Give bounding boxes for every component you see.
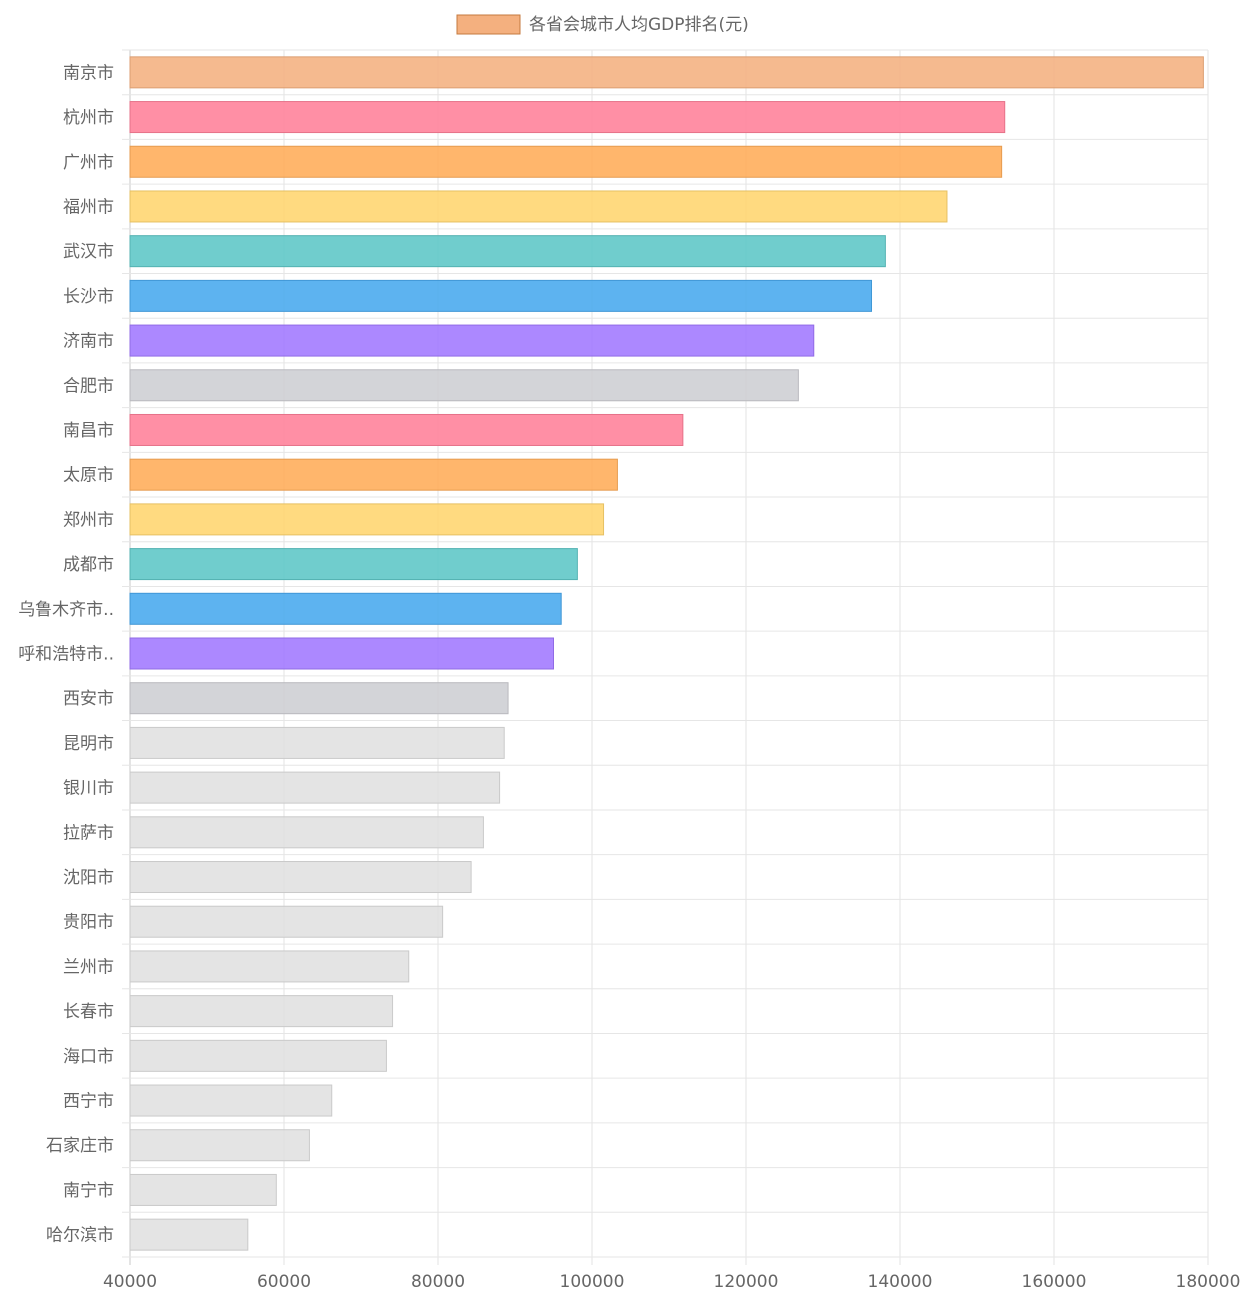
x-tick-label: 120000 xyxy=(714,1272,779,1292)
bar[interactable] xyxy=(129,682,509,715)
y-tick-label: 西宁市 xyxy=(63,1092,114,1112)
bar[interactable] xyxy=(129,458,618,491)
bar[interactable] xyxy=(129,861,472,894)
y-tick-label: 长沙市 xyxy=(63,287,114,307)
bar[interactable] xyxy=(129,145,1003,178)
bar[interactable] xyxy=(129,1084,333,1117)
bar[interactable] xyxy=(129,548,578,581)
bar[interactable] xyxy=(129,324,815,357)
bar[interactable] xyxy=(129,101,1006,134)
bar[interactable] xyxy=(129,816,484,849)
legend[interactable]: 各省会城市人均GDP排名(元) xyxy=(456,14,749,35)
x-tick-label: 180000 xyxy=(1176,1272,1241,1292)
y-tick-label: 南昌市 xyxy=(63,421,114,441)
bar[interactable] xyxy=(129,369,799,402)
bars xyxy=(129,56,1204,1251)
bar[interactable] xyxy=(129,413,684,446)
bar[interactable] xyxy=(129,592,562,625)
bar[interactable] xyxy=(129,726,505,759)
y-tick-label: 海口市 xyxy=(63,1047,114,1067)
y-tick-label: 南宁市 xyxy=(63,1181,114,1201)
bar[interactable] xyxy=(129,279,873,312)
y-tick-label: 太原市 xyxy=(63,466,114,486)
bar[interactable] xyxy=(129,995,394,1028)
y-tick-label: 杭州市 xyxy=(63,108,114,128)
bar[interactable] xyxy=(129,771,501,804)
y-tick-label: 西安市 xyxy=(63,689,114,709)
bar[interactable] xyxy=(129,503,605,536)
y-tick-label: 济南市 xyxy=(63,332,114,352)
y-tick-label: 武汉市 xyxy=(63,242,114,262)
legend-label: 各省会城市人均GDP排名(元) xyxy=(529,15,749,35)
y-tick-label: 合肥市 xyxy=(63,376,114,396)
bar[interactable] xyxy=(129,1173,277,1206)
grid xyxy=(122,49,1209,1265)
bar[interactable] xyxy=(129,1218,249,1251)
y-tick-label: 兰州市 xyxy=(63,957,114,977)
y-tick-label: 贵阳市 xyxy=(63,913,114,933)
bar[interactable] xyxy=(129,235,886,268)
y-tick-label: 拉萨市 xyxy=(63,823,114,843)
bar[interactable] xyxy=(129,905,444,938)
y-axis-labels: 南京市杭州市广州市福州市武汉市长沙市济南市合肥市南昌市太原市郑州市成都市乌鲁木齐… xyxy=(18,63,114,1245)
x-tick-label: 140000 xyxy=(868,1272,933,1292)
x-tick-label: 80000 xyxy=(411,1272,465,1292)
y-tick-label: 长春市 xyxy=(63,1002,114,1022)
y-tick-label: 南京市 xyxy=(63,63,114,83)
bar[interactable] xyxy=(129,637,554,670)
bar[interactable] xyxy=(129,950,410,983)
y-tick-label: 石家庄市 xyxy=(46,1136,114,1156)
x-tick-label: 160000 xyxy=(1022,1272,1087,1292)
y-tick-label: 郑州市 xyxy=(63,510,114,530)
x-tick-label: 40000 xyxy=(103,1272,157,1292)
bar[interactable] xyxy=(129,56,1204,89)
x-axis-labels: 40000 60000 80000 100000 120000 140000 160000 1… xyxy=(103,1272,1241,1292)
y-tick-label: 哈尔滨市 xyxy=(46,1226,114,1246)
legend-swatch xyxy=(456,14,521,35)
bar[interactable] xyxy=(129,1129,310,1162)
y-tick-label: 乌鲁木齐市.. xyxy=(18,600,114,620)
y-tick-label: 银川市 xyxy=(63,779,114,799)
y-tick-label: 成都市 xyxy=(63,555,114,575)
y-tick-label: 昆明市 xyxy=(63,734,114,754)
y-tick-label: 福州市 xyxy=(63,197,114,217)
y-tick-label: 呼和浩特市.. xyxy=(18,645,114,665)
bar[interactable] xyxy=(129,190,948,223)
y-tick-label: 广州市 xyxy=(63,153,114,173)
y-tick-label: 沈阳市 xyxy=(63,868,114,888)
x-tick-label: 100000 xyxy=(560,1272,625,1292)
bar[interactable] xyxy=(129,1039,387,1072)
x-tick-label: 60000 xyxy=(257,1272,311,1292)
